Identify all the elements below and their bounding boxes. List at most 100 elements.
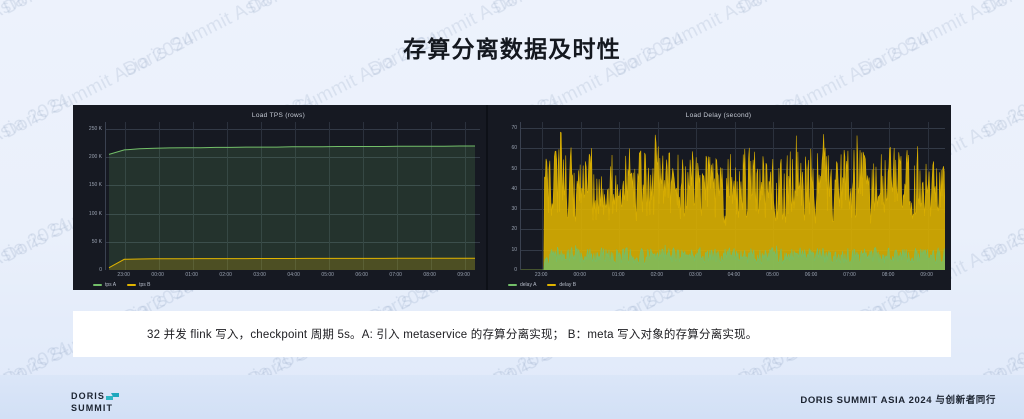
watermark-text: Doris Summit Asia 2024 [980,152,1024,267]
plot-canvas-load-tps [105,122,480,270]
gridline-vertical [542,122,544,270]
legend-load-tps: tps A tps B [77,282,480,288]
y-tick-label: 30 [511,206,517,213]
legend-label: delay A [520,282,537,288]
x-axis-load-delay: 23:00 00:00 01:00 02:00 03:00 04:00 05:00 06:00… [520,270,945,281]
gridline-vertical [464,122,466,270]
watermark-text: Doris Summit Asia 2024 [490,0,688,20]
footer-right-text: DORIS SUMMIT ASIA 2024 与创新者同行 [800,395,996,406]
watermark-text: Doris Summit Asia 2024 [0,0,198,20]
gridline-vertical [773,122,775,270]
y-tick-label: 0 [514,267,517,273]
y-tick-label: 70 [511,125,517,132]
legend-item[interactable]: tps B [127,282,151,288]
x-tick-label: 00:00 [151,272,164,278]
chart-title-load-delay: Load Delay (second) [685,112,752,119]
watermark-text: Doris Summit Asia 2024 [735,0,933,20]
legend-swatch [547,284,557,286]
gridline-vertical [362,122,364,270]
gridline-horizontal [106,185,480,187]
x-tick-label: 02:00 [219,272,232,278]
x-tick-label: 08:00 [881,272,895,278]
x-tick-label: 05:00 [766,272,779,278]
legend-label: tps B [139,282,151,288]
gridline-vertical [124,122,126,270]
y-axis-load-tps: 250 K 200 K 150 K 100 K 50 K 0 [77,122,105,273]
x-tick-label: 09:00 [457,272,470,278]
legend-swatch [508,284,517,286]
x-tick-label: 04:00 [287,272,300,278]
watermark-text: Doris Summit Asia 2024 [0,213,74,329]
gridline-vertical [158,122,160,270]
legend-load-delay: delay A delay B [492,282,945,288]
x-tick-label: 03:00 [689,272,702,278]
y-tick-label: 50 [511,165,517,172]
caption-text: 32 并发 flink 写入，checkpoint 周期 5s。A: 引入 me… [147,329,758,341]
x-tick-label: 02:00 [650,272,664,278]
x-tick-label: 01:00 [185,272,198,278]
y-axis-load-delay: 70 60 50 40 30 20 10 0 [492,122,520,273]
y-tick-label: 200 K [88,154,102,161]
watermark-text: Doris Summit Asia 2024 [245,0,443,20]
footer-bar [0,375,1024,419]
x-tick-label: 03:00 [253,272,266,278]
series-area [109,258,475,270]
x-tick-label: 04:00 [727,272,741,278]
legend-label: tps A [105,282,117,288]
x-tick-label: 06:00 [804,272,818,278]
y-tick-label: 150 K [88,182,102,189]
gridline-vertical [396,122,398,270]
y-tick-label: 20 [511,226,517,233]
doris-mark-icon [106,393,120,400]
legend-item[interactable]: tps A [93,282,116,288]
plot-area-load-delay: 70 60 50 40 30 20 10 0 [492,122,945,273]
legend-label: delay B [559,282,577,288]
gridline-vertical [328,122,330,270]
x-tick-label: 06:00 [355,272,368,278]
x-tick-label: 08:00 [423,272,436,278]
gridline-vertical [192,122,194,270]
x-tick-label: 07:00 [389,272,402,278]
y-tick-label: 0 [99,267,102,273]
legend-item[interactable]: delay A [508,282,536,288]
gridline-horizontal [521,168,945,170]
chart-panel-load-delay: Load Delay (second) 70 60 50 40 30 20 10 0 23:0… [488,105,951,290]
gridline-horizontal [521,148,945,150]
gridline-vertical [430,122,432,270]
y-tick-label: 100 K [88,210,102,217]
y-tick-label: 10 [511,246,517,253]
series-area [521,244,945,270]
y-tick-label: 60 [511,145,517,152]
x-tick-label: 23:00 [117,272,130,278]
logo-line-2: SUMMIT [71,402,114,413]
gridline-vertical [294,122,296,270]
page-title: 存算分离数据及时性 [403,36,621,62]
gridline-horizontal [106,241,480,243]
x-tick-label: 01:00 [612,272,625,278]
x-tick-label: 07:00 [843,272,856,278]
y-tick-label: 250 K [88,126,102,133]
series-line [521,244,945,270]
series-line [108,257,475,269]
logo-line-1: DORIS [71,391,106,401]
gridline-vertical [226,122,228,270]
series-area [109,146,475,270]
x-tick-label: 00:00 [573,272,586,278]
legend-swatch [93,284,102,286]
legend-item[interactable]: delay B [547,282,576,288]
chart-title-load-tps: Load TPS (rows) [251,112,306,119]
legend-swatch [127,284,137,286]
caption-box: 32 并发 flink 写入，checkpoint 周期 5s。A: 引入 me… [73,311,951,357]
gridline-horizontal [106,213,480,215]
x-axis-load-tps: 23:00 00:00 01:00 02:00 03:00 04:00 05:00 06:00… [105,270,480,281]
y-tick-label: 40 [511,185,517,192]
x-tick-label: 23:00 [534,272,548,278]
gridline-horizontal [106,129,480,131]
doris-summit-logo: DORIS SUMMIT [71,390,120,413]
gridline-vertical [260,122,262,270]
dashboard-screenshot: Load TPS (rows) 250 K 200 K 150 K 100 K 50 K… [73,105,951,290]
x-tick-label: 09:00 [920,272,933,278]
series-line [521,131,945,270]
gridline-horizontal [521,128,945,130]
y-tick-label: 50 K [91,238,102,245]
